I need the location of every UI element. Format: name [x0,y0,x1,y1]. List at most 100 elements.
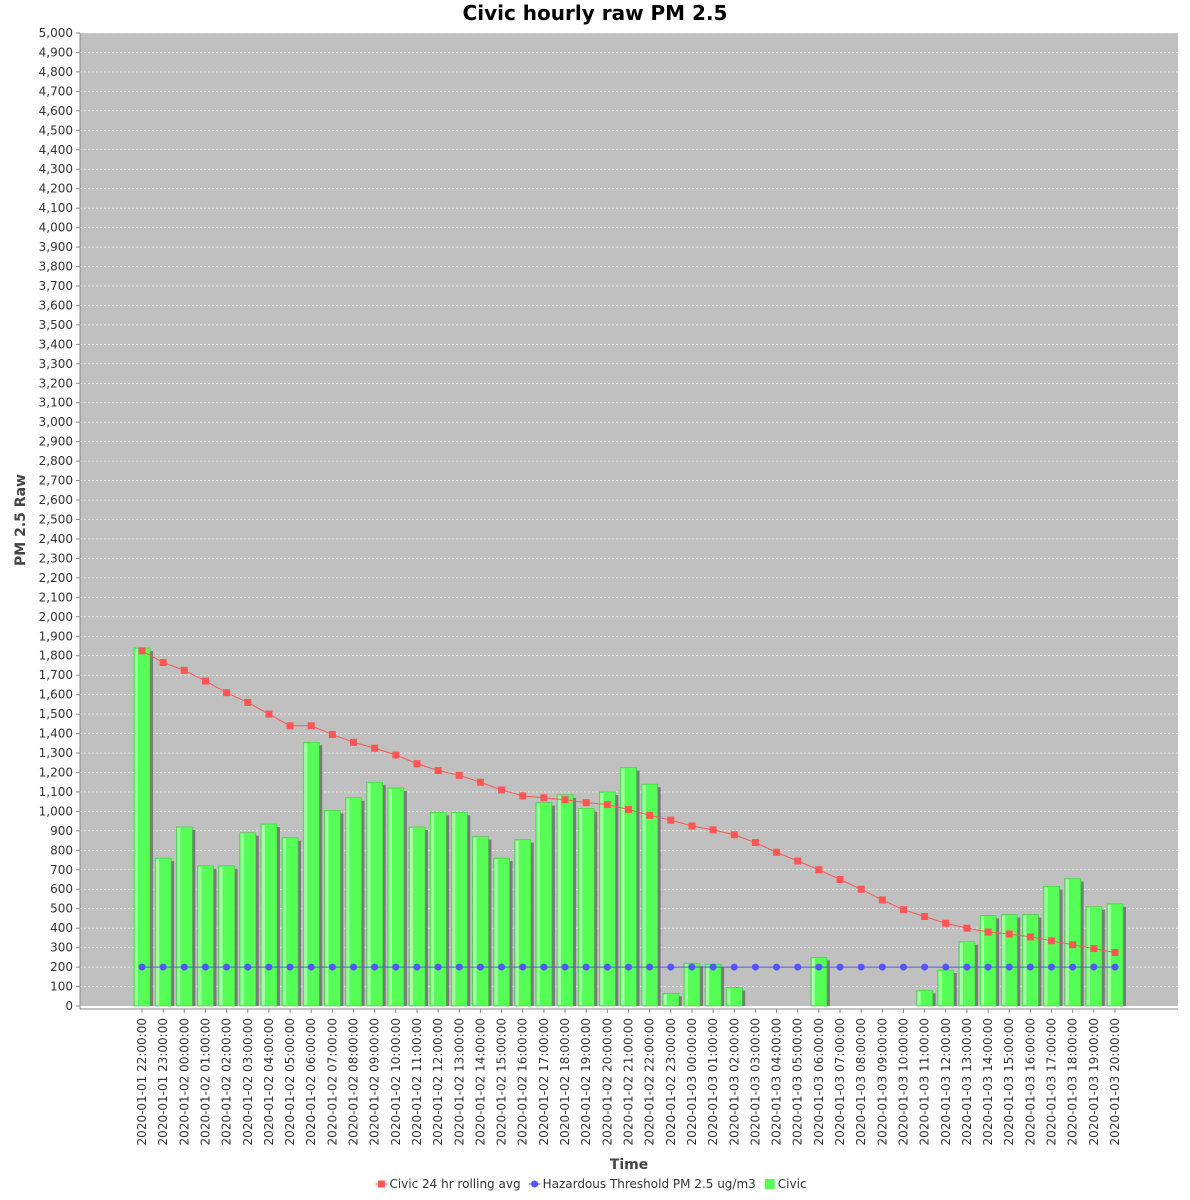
y-tick-label: 800 [50,843,73,857]
y-tick-label: 1,500 [39,707,73,721]
y-tick-label: 3,000 [39,415,73,429]
y-tick-label: 500 [50,902,73,916]
series-marker [561,963,569,971]
series-marker [180,666,188,674]
series-marker [328,731,336,739]
bar-highlight [727,988,731,1005]
x-tick-label: 2020-01-03 20:00:00 [1108,1018,1122,1145]
x-tick-label: 2020-01-03 08:00:00 [854,1018,868,1145]
bar-highlight [135,648,138,1005]
x-tick-label: 2020-01-02 08:00:00 [347,1018,361,1145]
bar-highlight [663,994,667,1005]
bar-highlight [684,964,688,1005]
series-marker [709,826,717,834]
series-marker [667,963,675,971]
bar-highlight [938,970,942,1005]
series-marker [582,799,590,807]
x-tick-label: 2020-01-02 07:00:00 [325,1018,339,1145]
bar-highlight [409,827,413,1005]
y-tick-label: 2,100 [39,590,73,604]
series-marker [371,963,379,971]
series-marker [625,805,632,813]
series-marker [455,771,463,779]
x-tick-label: 2020-01-02 06:00:00 [304,1018,318,1145]
y-tick-label: 300 [50,941,73,955]
legend: Civic 24 hr rolling avg Hazardous Thresho… [375,1177,807,1191]
y-tick-label: 3,600 [39,298,73,312]
plot-area: 0 100 200 300 400 500 600 700 800 900 1,000 1,100 1,… [39,26,1178,1145]
y-tick-label: 2,500 [39,513,73,527]
series-marker [984,928,992,936]
series-marker [625,963,632,971]
legend-label: Civic [778,1177,807,1191]
x-tick-label: 2020-01-03 10:00:00 [896,1018,910,1145]
series-marker [921,963,929,971]
x-tick-label: 2020-01-02 10:00:00 [389,1018,403,1145]
x-tick-label: 2020-01-03 15:00:00 [1002,1018,1016,1145]
y-tick-label: 2,800 [39,454,73,468]
bar-highlight [536,803,540,1005]
bar-highlight [515,840,519,1005]
x-tick-label: 2020-01-02 17:00:00 [537,1018,551,1145]
series-marker [201,677,209,685]
y-tick-label: 2,900 [39,435,73,449]
bar-highlight [304,743,308,1005]
x-tick-label: 2020-01-03 19:00:00 [1087,1018,1101,1145]
series-marker [455,963,463,971]
y-tick-label: 2,700 [39,474,73,488]
x-tick-label: 2020-01-03 11:00:00 [918,1018,932,1145]
bar-highlight [621,768,625,1005]
series-marker [646,963,654,971]
series-marker [984,963,992,971]
series-marker [794,857,802,865]
legend-marker [377,1180,385,1188]
x-tick-label: 2020-01-02 13:00:00 [452,1018,466,1145]
series-marker [730,831,738,839]
series-marker [138,647,146,655]
series-marker [392,963,400,971]
y-tick-label: 1,600 [39,688,73,702]
bar-highlight [325,811,329,1005]
series-marker [963,924,971,932]
series-marker [223,689,231,697]
bar-highlight [959,942,963,1005]
series-marker [413,760,421,768]
y-tick-label: 2,200 [39,571,73,585]
series-marker [751,963,759,971]
series-marker [244,963,252,971]
series-marker [878,963,886,971]
series-marker [815,963,823,971]
series-marker [307,963,315,971]
y-tick-label: 3,500 [39,318,73,332]
x-tick-label: 2020-01-02 00:00:00 [177,1018,191,1145]
y-tick-label: 1,800 [39,649,73,663]
x-tick-label: 2020-01-03 01:00:00 [706,1018,720,1145]
series-marker [244,698,252,706]
bar-highlight [706,965,710,1005]
x-tick-label: 2020-01-02 02:00:00 [220,1018,234,1145]
series-marker [413,963,421,971]
x-tick-label: 2020-01-03 03:00:00 [748,1018,762,1145]
series-marker [1111,948,1119,956]
series-marker [434,963,442,971]
y-tick-label: 600 [50,882,73,896]
x-tick-label: 2020-01-03 06:00:00 [812,1018,826,1145]
bar-highlight [642,785,646,1005]
series-marker [476,778,484,786]
series-marker [899,963,907,971]
bar-highlight [198,866,202,1005]
y-tick-label: 4,000 [39,221,73,235]
y-tick-label: 4,500 [39,123,73,137]
series-marker [350,963,358,971]
y-tick-label: 400 [50,921,73,935]
x-tick-label: 2020-01-02 22:00:00 [643,1018,657,1145]
x-tick-label: 2020-01-02 19:00:00 [579,1018,593,1145]
x-tick-label: 2020-01-02 12:00:00 [431,1018,445,1145]
series-marker [603,963,611,971]
series-marker [540,794,548,802]
y-tick-label: 100 [50,980,73,994]
y-tick-label: 1,300 [39,746,73,760]
series-marker [371,744,379,752]
y-tick-label: 4,300 [39,162,73,176]
